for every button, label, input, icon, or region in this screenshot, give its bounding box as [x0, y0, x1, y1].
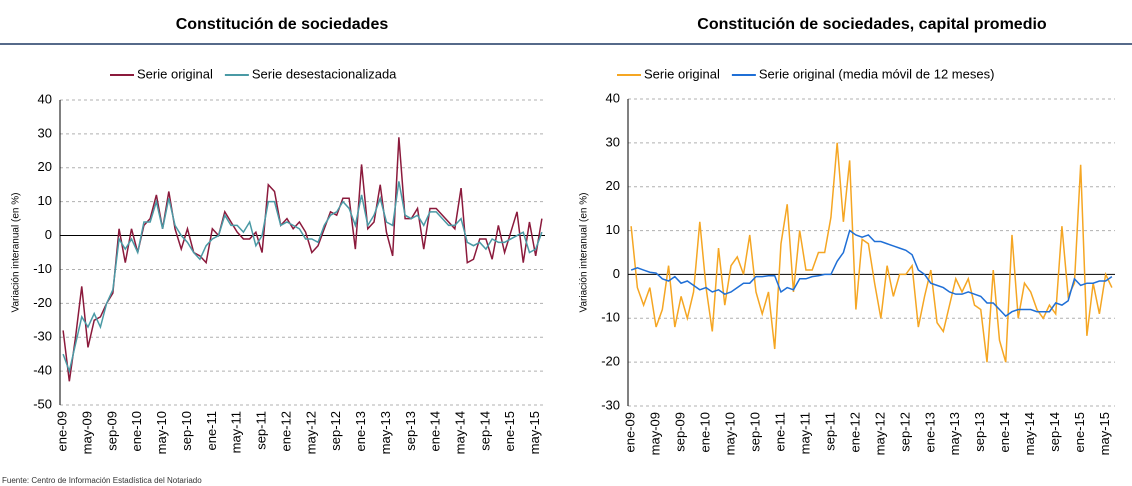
x-tick-label: may-09	[648, 412, 663, 455]
x-tick-label: may-15	[527, 411, 542, 454]
legend-label: Serie original	[644, 66, 720, 81]
x-tick-label: ene-13	[922, 412, 937, 452]
x-tick-label: ene-13	[353, 411, 368, 451]
x-tick-label: may-11	[797, 412, 812, 454]
x-tick-label: ene-12	[278, 411, 293, 451]
x-tick-label: sep-12	[897, 412, 912, 452]
y-tick-label: -40	[33, 363, 52, 378]
x-tick-label: may-09	[79, 411, 94, 454]
series-line	[62, 137, 543, 382]
x-tick-label: ene-09	[623, 412, 638, 452]
x-tick-label: ene-14	[997, 412, 1012, 452]
y-tick-label: 40	[38, 91, 52, 106]
x-tick-label: ene-09	[55, 411, 70, 451]
series-line	[62, 181, 543, 374]
x-tick-label: ene-15	[1072, 412, 1087, 452]
source-note: Fuente: Centro de Información Estadístic…	[2, 476, 202, 485]
x-tick-label: may-14	[1022, 412, 1037, 455]
x-tick-label: ene-11	[204, 411, 219, 451]
x-tick-label: ene-10	[697, 412, 712, 452]
x-tick-label: sep-11	[254, 411, 269, 450]
series-line	[630, 142, 1113, 363]
x-tick-label: ene-12	[847, 412, 862, 452]
y-axis-title: Variación interanual (en %)	[579, 193, 590, 313]
y-tick-label: 40	[606, 90, 620, 105]
x-tick-label: ene-15	[502, 411, 517, 451]
x-tick-label: sep-10	[179, 411, 194, 451]
x-tick-label: may-12	[872, 412, 887, 455]
x-tick-label: may-13	[947, 412, 962, 455]
x-tick-label: sep-14	[477, 411, 492, 451]
chart-title: Constitución de sociedades, capital prom…	[697, 16, 1047, 33]
y-tick-label: -20	[33, 295, 52, 310]
y-tick-label: -30	[601, 397, 620, 412]
x-tick-label: sep-12	[328, 411, 343, 451]
x-tick-label: sep-09	[104, 411, 119, 451]
x-tick-label: ene-11	[772, 412, 787, 452]
y-tick-label: 20	[606, 178, 620, 193]
x-tick-label: sep-09	[673, 412, 688, 452]
chart-title: Constitución de sociedades	[176, 16, 389, 33]
x-tick-label: may-14	[452, 411, 467, 454]
y-tick-label: 10	[38, 193, 52, 208]
x-tick-label: may-10	[154, 411, 169, 454]
y-tick-label: -10	[601, 310, 620, 325]
x-tick-label: ene-14	[428, 411, 443, 451]
y-tick-label: 10	[606, 222, 620, 237]
x-tick-label: sep-13	[403, 411, 418, 451]
x-tick-label: may-12	[303, 411, 318, 454]
x-tick-label: sep-14	[1047, 412, 1062, 452]
x-tick-label: may-15	[1097, 412, 1112, 455]
y-tick-label: 30	[606, 134, 620, 149]
x-tick-label: may-11	[229, 411, 244, 453]
x-tick-label: sep-11	[822, 412, 837, 451]
series-line	[630, 229, 1113, 318]
y-tick-label: 20	[38, 159, 52, 174]
y-tick-label: -10	[33, 261, 52, 276]
legend-label: Serie original (media móvil de 12 meses)	[759, 66, 995, 81]
x-tick-label: sep-13	[972, 412, 987, 452]
x-tick-label: may-13	[378, 411, 393, 454]
y-tick-label: -20	[601, 354, 620, 369]
x-tick-label: may-10	[722, 412, 737, 455]
legend-label: Serie desestacionalizada	[252, 66, 397, 81]
y-tick-label: 0	[45, 227, 52, 242]
y-tick-label: -50	[33, 396, 52, 411]
y-tick-label: -30	[33, 329, 52, 344]
y-tick-label: 0	[613, 266, 620, 281]
x-tick-label: sep-10	[747, 412, 762, 452]
x-tick-label: ene-10	[129, 411, 144, 451]
y-tick-label: 30	[38, 125, 52, 140]
legend-label: Serie original	[137, 66, 213, 81]
y-axis-title: Variación interanual (en %)	[11, 193, 22, 313]
